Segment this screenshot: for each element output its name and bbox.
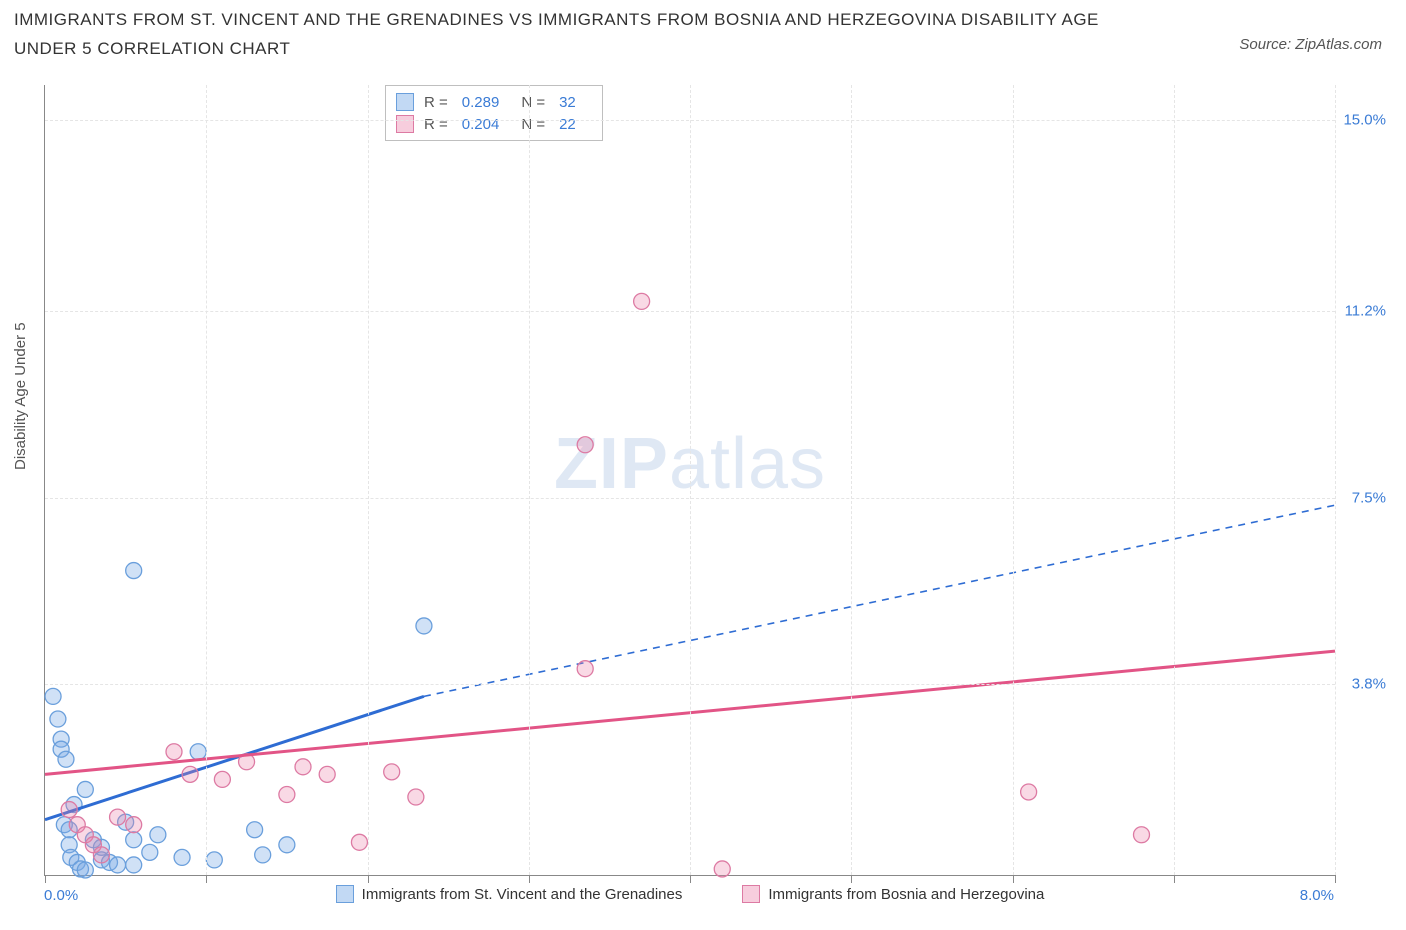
legend-label-1: Immigrants from St. Vincent and the Gren… xyxy=(362,886,683,903)
x-tick-mark xyxy=(1174,875,1175,883)
swatch-pink xyxy=(396,115,414,133)
x-tick-mark xyxy=(690,875,691,883)
correlation-stats-box: R = 0.289 N = 32 R = 0.204 N = 22 xyxy=(385,85,603,141)
x-tick-mark xyxy=(206,875,207,883)
x-tick-mark xyxy=(529,875,530,883)
scatter-point-bih xyxy=(93,847,109,863)
scatter-point-svg xyxy=(126,563,142,579)
scatter-point-bih xyxy=(634,293,650,309)
scatter-point-svg xyxy=(190,744,206,760)
scatter-point-bih xyxy=(166,744,182,760)
legend-item-1: Immigrants from St. Vincent and the Gren… xyxy=(336,885,683,903)
scatter-point-svg xyxy=(279,837,295,853)
scatter-point-svg xyxy=(45,688,61,704)
scatter-point-svg xyxy=(247,822,263,838)
scatter-point-bih xyxy=(126,817,142,833)
gridline-v xyxy=(1335,85,1336,875)
legend-label-2: Immigrants from Bosnia and Herzegovina xyxy=(768,886,1044,903)
y-axis-title: Disability Age Under 5 xyxy=(12,322,29,470)
scatter-point-svg xyxy=(206,852,222,868)
legend-swatch-pink xyxy=(742,885,760,903)
n-label-1: N = xyxy=(521,94,545,111)
x-tick-mark xyxy=(1013,875,1014,883)
x-tick-mark xyxy=(1335,875,1336,883)
x-tick-mark xyxy=(368,875,369,883)
r-value-2: 0.204 xyxy=(462,116,500,133)
source-attribution: Source: ZipAtlas.com xyxy=(1239,36,1382,53)
gridline-v xyxy=(529,85,530,875)
scatter-point-bih xyxy=(384,764,400,780)
scatter-point-svg xyxy=(126,832,142,848)
scatter-point-bih xyxy=(279,786,295,802)
scatter-point-svg xyxy=(142,844,158,860)
gridline-v xyxy=(851,85,852,875)
scatter-point-svg xyxy=(77,781,93,797)
stats-row-series-2: R = 0.204 N = 22 xyxy=(396,113,588,135)
scatter-point-bih xyxy=(351,834,367,850)
y-tick-label: 11.2% xyxy=(1345,303,1386,320)
legend-swatch-blue xyxy=(336,885,354,903)
scatter-point-bih xyxy=(61,802,77,818)
source-name: ZipAtlas.com xyxy=(1295,36,1382,53)
stats-row-series-1: R = 0.289 N = 32 xyxy=(396,91,588,113)
scatter-point-svg xyxy=(126,857,142,873)
n-value-1: 32 xyxy=(559,94,576,111)
n-value-2: 22 xyxy=(559,116,576,133)
y-tick-label: 7.5% xyxy=(1352,489,1386,506)
scatter-point-svg xyxy=(50,711,66,727)
scatter-point-bih xyxy=(1021,784,1037,800)
n-label-2: N = xyxy=(521,116,545,133)
scatter-point-svg xyxy=(255,847,271,863)
y-tick-label: 3.8% xyxy=(1352,675,1386,692)
scatter-point-bih xyxy=(214,771,230,787)
x-tick-mark xyxy=(851,875,852,883)
scatter-point-bih xyxy=(577,661,593,677)
scatter-point-bih xyxy=(577,437,593,453)
scatter-point-bih xyxy=(714,861,730,877)
scatter-point-svg xyxy=(77,862,93,878)
source-label: Source: xyxy=(1239,36,1291,53)
y-tick-label: 15.0% xyxy=(1343,112,1386,129)
scatter-point-bih xyxy=(319,766,335,782)
scatter-point-svg xyxy=(58,751,74,767)
gridline-v xyxy=(1174,85,1175,875)
chart-title: IMMIGRANTS FROM ST. VINCENT AND THE GREN… xyxy=(14,6,1124,64)
gridline-v xyxy=(206,85,207,875)
scatter-point-bih xyxy=(1134,827,1150,843)
x-tick-label-first: 0.0% xyxy=(44,887,78,904)
gridline-v xyxy=(1013,85,1014,875)
series-legend: Immigrants from St. Vincent and the Gren… xyxy=(45,885,1335,903)
scatter-point-bih xyxy=(408,789,424,805)
trend-line-dashed-svg xyxy=(424,505,1335,696)
scatter-point-bih xyxy=(295,759,311,775)
scatter-point-bih xyxy=(182,766,198,782)
scatter-point-bih xyxy=(110,809,126,825)
swatch-blue xyxy=(396,93,414,111)
scatter-plot-area: ZIPatlas R = 0.289 N = 32 R = 0.204 N = … xyxy=(44,85,1335,876)
legend-item-2: Immigrants from Bosnia and Herzegovina xyxy=(742,885,1044,903)
r-label-1: R = xyxy=(424,94,448,111)
x-tick-mark xyxy=(45,875,46,883)
x-tick-label-last: 8.0% xyxy=(1300,887,1334,904)
scatter-point-svg xyxy=(416,618,432,634)
scatter-point-svg xyxy=(174,849,190,865)
r-value-1: 0.289 xyxy=(462,94,500,111)
scatter-point-svg xyxy=(150,827,166,843)
gridline-v xyxy=(368,85,369,875)
gridline-v xyxy=(690,85,691,875)
r-label-2: R = xyxy=(424,116,448,133)
scatter-point-svg xyxy=(110,857,126,873)
